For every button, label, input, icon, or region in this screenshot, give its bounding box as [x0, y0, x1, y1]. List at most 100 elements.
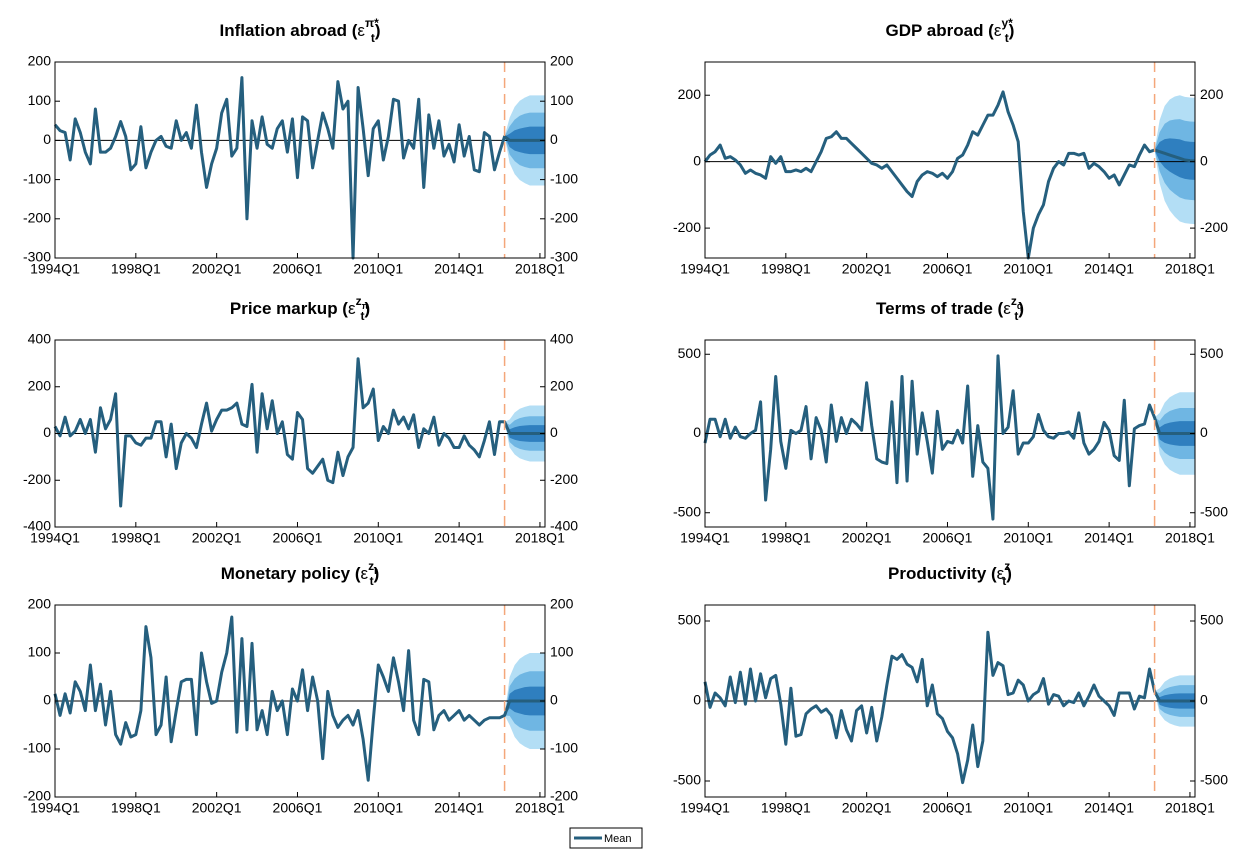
title-close: ): [1018, 299, 1024, 318]
symbol-sub: t: [1002, 574, 1006, 588]
x-tick-label: 2018Q1: [1165, 800, 1215, 816]
x-tick-label: 2002Q1: [192, 800, 242, 816]
x-tick-label: 1998Q1: [761, 261, 811, 277]
mean-line: [53, 615, 545, 782]
title-text: Productivity (: [888, 564, 997, 583]
x-tick-label: 2010Q1: [353, 800, 403, 816]
chart-title: Monetary policy (εzr t): [221, 559, 380, 588]
chart-title: Terms of trade (εzq t): [876, 294, 1024, 323]
symbol-base: ε: [997, 564, 1005, 583]
y2-tick-label: 200: [550, 377, 574, 393]
y-tick-label: 0: [693, 152, 701, 168]
title-text: Monetary policy (: [221, 564, 361, 583]
title-close: ): [1009, 21, 1015, 40]
x-tick-label: 2010Q1: [353, 261, 403, 277]
title-text: Price markup (: [230, 299, 348, 318]
y2-tick-label: -200: [550, 471, 578, 487]
x-tick-label: 2002Q1: [842, 261, 892, 277]
y-tick-label: -400: [23, 518, 51, 534]
symbol-sup: π*: [365, 16, 379, 30]
x-tick-label: 1994Q1: [680, 261, 730, 277]
x-tick-label: 1994Q1: [30, 261, 80, 277]
axes-frame: [54, 61, 546, 259]
symbol-base: ε: [994, 21, 1002, 40]
x-tick-label: 2006Q1: [923, 261, 973, 277]
x-tick-label: 2006Q1: [923, 530, 973, 546]
symbol-base: ε: [348, 299, 356, 318]
legend-label: Mean: [604, 833, 632, 845]
forecast-band: [1154, 138, 1195, 180]
symbol-sup: y*: [1001, 16, 1013, 30]
y-tick-label: 200: [28, 377, 52, 393]
y2-tick-label: -400: [550, 518, 578, 534]
x-tick-label: 2006Q1: [273, 530, 323, 546]
y2-tick-label: 100: [550, 644, 574, 660]
x-tick-label: 2010Q1: [1003, 261, 1053, 277]
mean-line: [53, 357, 545, 508]
y-tick-label: 100: [28, 644, 52, 660]
x-tick-label: 2002Q1: [842, 530, 892, 546]
y-tick-label: 0: [693, 692, 701, 708]
mean-line: [703, 630, 1195, 785]
y2-tick-label: 0: [550, 692, 558, 708]
x-tick-label: 1998Q1: [111, 800, 161, 816]
y2-tick-label: -200: [1200, 219, 1228, 235]
y2-tick-label: -200: [550, 210, 578, 226]
plot-area: [705, 62, 1195, 258]
x-tick-label: 2018Q1: [515, 261, 565, 277]
x-tick-label: 1998Q1: [111, 261, 161, 277]
x-tick-label: 1994Q1: [30, 530, 80, 546]
y2-tick-label: 100: [550, 92, 574, 108]
y-tick-label: 200: [678, 86, 702, 102]
x-tick-label: 2014Q1: [434, 530, 484, 546]
y-tick-label: -200: [23, 471, 51, 487]
symbol-base: ε: [361, 564, 369, 583]
symbol-sup-sub: q: [1017, 301, 1023, 311]
x-tick-label: 2014Q1: [1084, 261, 1134, 277]
x-tick-label: 1998Q1: [761, 800, 811, 816]
x-tick-label: 1994Q1: [680, 800, 730, 816]
symbol-sub: t: [371, 31, 375, 45]
x-tick-label: 2002Q1: [192, 261, 242, 277]
x-tick-label: 2006Q1: [923, 800, 973, 816]
y2-tick-label: 0: [550, 131, 558, 147]
legend-box: [569, 827, 643, 849]
y-tick-label: 100: [28, 92, 52, 108]
y-tick-label: -200: [23, 210, 51, 226]
axes-frame: [704, 61, 1196, 259]
x-tick-label: 2006Q1: [273, 800, 323, 816]
y-tick-label: -300: [23, 249, 51, 265]
y2-tick-label: -200: [550, 788, 578, 804]
symbol-sup: z: [368, 559, 374, 573]
title-text: Terms of trade (: [876, 299, 1004, 318]
x-tick-label: 2010Q1: [1003, 530, 1053, 546]
x-tick-label: 2014Q1: [1084, 800, 1134, 816]
x-tick-label: 2010Q1: [353, 530, 403, 546]
y2-tick-label: 500: [1200, 345, 1224, 361]
y-tick-label: 500: [678, 345, 702, 361]
x-tick-label: 2014Q1: [1084, 530, 1134, 546]
symbol-sub: t: [360, 309, 364, 323]
y2-tick-label: 0: [1200, 424, 1208, 440]
y2-tick-label: 200: [550, 53, 574, 69]
x-tick-label: 2006Q1: [273, 261, 323, 277]
y-tick-label: 200: [28, 53, 52, 69]
chart-title: Productivity (εz t): [888, 559, 1012, 588]
y2-tick-label: -300: [550, 249, 578, 265]
y-tick-label: -100: [23, 740, 51, 756]
title-text: GDP abroad (: [886, 21, 995, 40]
y-tick-label: 500: [678, 612, 702, 628]
y2-tick-label: 0: [1200, 152, 1208, 168]
symbol-sup: z: [1004, 559, 1010, 573]
chart-title: Price markup (εzπ t): [230, 294, 370, 323]
y-tick-label: -500: [673, 503, 701, 519]
symbol-sub: t: [370, 574, 374, 588]
y2-tick-label: 0: [550, 424, 558, 440]
x-tick-label: 1998Q1: [111, 530, 161, 546]
title-text: Inflation abroad (: [219, 21, 357, 40]
y-tick-label: 400: [28, 331, 52, 347]
y2-tick-label: -500: [1200, 503, 1228, 519]
x-tick-label: 2018Q1: [515, 530, 565, 546]
y-tick-label: -100: [23, 170, 51, 186]
